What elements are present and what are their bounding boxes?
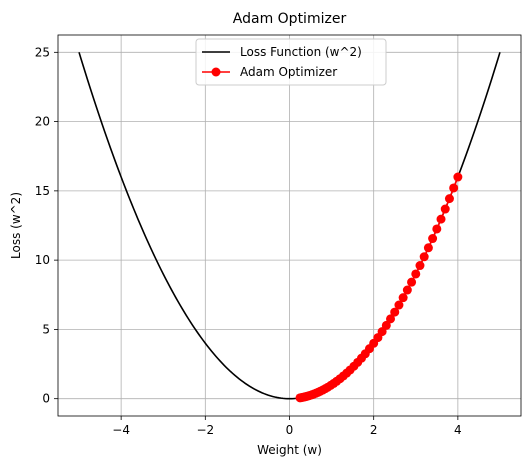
x-tick-label: −2 (196, 423, 214, 437)
y-tick-label: 20 (35, 115, 50, 129)
plot-series (78, 52, 501, 403)
grid (58, 35, 521, 416)
adam-optimizer-point (402, 285, 412, 295)
y-axis-label: Loss (w^2) (9, 192, 23, 259)
adam-optimizer-point (444, 194, 454, 204)
legend-entry-adam: Adam Optimizer (240, 65, 337, 79)
y-tick-label: 5 (42, 322, 50, 336)
adam-optimizer-point (415, 261, 425, 271)
y-tick-label: 15 (35, 184, 50, 198)
x-tick-label: 4 (454, 423, 462, 437)
adam-optimizer-point (407, 277, 417, 287)
adam-optimizer-point (295, 393, 305, 403)
adam-optimizer-point (394, 300, 404, 310)
legend: Loss Function (w^2) Adam Optimizer (195, 38, 387, 86)
adam-optimizer-point (449, 183, 459, 193)
adam-optimizer-point (411, 269, 421, 279)
adam-optimizer-line (299, 176, 459, 399)
adam-optimizer-point (436, 214, 446, 224)
y-tick-label: 0 (42, 392, 50, 406)
adam-optimizer-point (419, 252, 429, 262)
adam-optimizer-point (453, 172, 463, 182)
adam-optimizer-point (390, 307, 400, 317)
adam-optimizer-point (440, 204, 450, 214)
x-tick-label: 0 (286, 423, 294, 437)
x-axis-label: Weight (w) (257, 443, 322, 457)
adam-optimizer-point (423, 243, 433, 253)
x-tick-label: 2 (370, 423, 378, 437)
legend-marker-adam (211, 67, 221, 77)
x-tick-label: −4 (112, 423, 130, 437)
chart-title: Adam Optimizer (233, 11, 347, 27)
legend-entry-loss: Loss Function (w^2) (240, 45, 362, 59)
adam-optimizer-point (386, 314, 396, 324)
adam-optimizer-point (398, 293, 408, 303)
adam-optimizer-point (428, 234, 438, 244)
y-tick-label: 10 (35, 253, 50, 267)
axis-ticks: −4 −2 0 2 4 0 5 10 15 20 25 (35, 45, 462, 437)
legend-box (195, 38, 387, 86)
y-tick-label: 25 (35, 45, 50, 59)
adam-optimizer-point (432, 224, 442, 234)
